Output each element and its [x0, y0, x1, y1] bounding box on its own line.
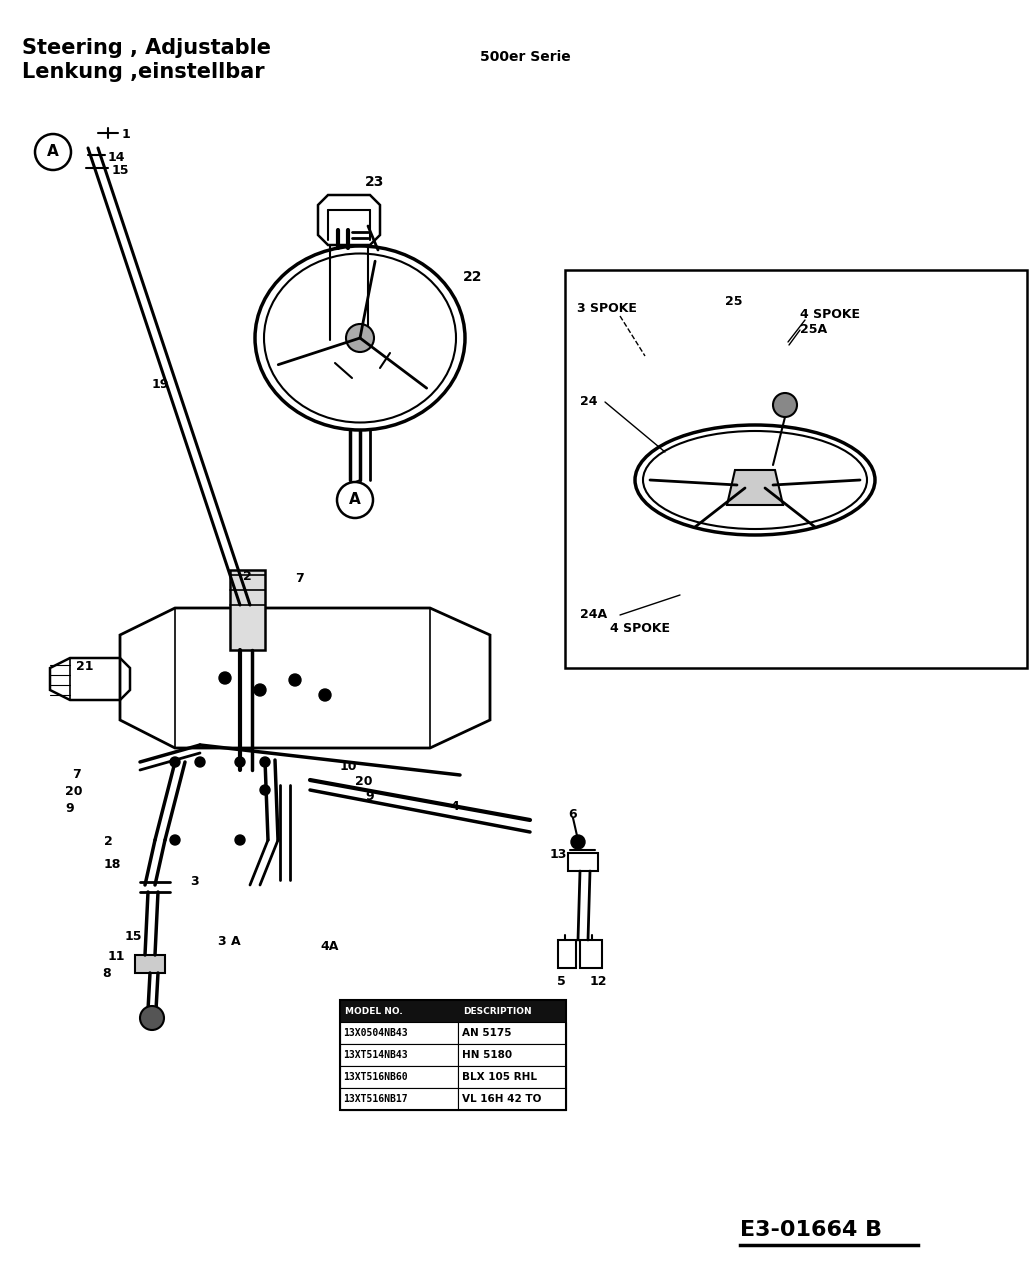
Text: 20: 20: [355, 775, 373, 788]
Circle shape: [260, 785, 270, 796]
Text: BLX 105 RHL: BLX 105 RHL: [462, 1072, 537, 1082]
Text: 22: 22: [463, 270, 483, 284]
Circle shape: [773, 393, 797, 417]
Text: 6: 6: [568, 808, 577, 821]
Circle shape: [254, 684, 266, 696]
Bar: [340, 1065, 458, 1088]
Circle shape: [571, 835, 585, 849]
Bar: [340, 1088, 458, 1110]
Text: 8: 8: [102, 967, 110, 980]
Text: 7: 7: [295, 572, 303, 585]
Text: 500er Serie: 500er Serie: [480, 50, 571, 64]
Bar: [458, 1044, 566, 1065]
Text: 3 A: 3 A: [218, 935, 240, 948]
Text: 2: 2: [243, 570, 252, 583]
Text: 20: 20: [65, 785, 83, 798]
Bar: [340, 1000, 566, 1110]
Text: DESCRIPTION: DESCRIPTION: [463, 1007, 531, 1016]
Circle shape: [319, 689, 331, 701]
Bar: [565, 270, 1027, 668]
Bar: [568, 853, 598, 871]
Text: HN 5180: HN 5180: [462, 1050, 512, 1060]
Bar: [340, 1022, 458, 1044]
Text: 18: 18: [104, 858, 122, 871]
Text: 7: 7: [72, 767, 80, 781]
Circle shape: [170, 757, 180, 767]
Bar: [458, 1065, 566, 1088]
Bar: [135, 955, 165, 973]
Bar: [340, 1000, 566, 1022]
Text: 9: 9: [65, 802, 73, 815]
Text: 13XT514NB43: 13XT514NB43: [343, 1050, 408, 1060]
Text: 12: 12: [590, 975, 608, 987]
Text: 4 SPOKE: 4 SPOKE: [800, 308, 860, 321]
Text: 2: 2: [104, 835, 112, 848]
Text: 3 SPOKE: 3 SPOKE: [577, 302, 637, 315]
Text: 5: 5: [557, 975, 566, 987]
Bar: [580, 940, 602, 968]
Text: 24A: 24A: [580, 608, 607, 622]
Circle shape: [346, 324, 374, 352]
Text: 4A: 4A: [320, 940, 338, 953]
Text: 4: 4: [450, 799, 459, 813]
Text: MODEL NO.: MODEL NO.: [345, 1007, 402, 1016]
Text: 13XT516NB17: 13XT516NB17: [343, 1094, 408, 1104]
Text: AN 5175: AN 5175: [462, 1028, 512, 1039]
Text: 13: 13: [550, 848, 568, 861]
Bar: [458, 1088, 566, 1110]
Text: VL 16H 42 TO: VL 16H 42 TO: [462, 1094, 542, 1104]
Text: 25A: 25A: [800, 324, 827, 336]
Text: 21: 21: [76, 660, 94, 673]
Text: 15: 15: [112, 164, 129, 177]
Text: 14: 14: [108, 151, 126, 164]
Text: Lenkung ,einstellbar: Lenkung ,einstellbar: [22, 61, 264, 82]
Text: 15: 15: [125, 930, 142, 943]
Text: 13XT516NB60: 13XT516NB60: [343, 1072, 408, 1082]
Text: Steering , Adjustable: Steering , Adjustable: [22, 38, 271, 58]
Circle shape: [140, 1007, 164, 1030]
Text: 13X0504NB43: 13X0504NB43: [343, 1028, 408, 1039]
Circle shape: [219, 671, 231, 684]
Text: 1: 1: [122, 128, 131, 141]
Text: 9: 9: [365, 790, 374, 803]
Text: 25: 25: [725, 295, 742, 308]
Text: 23: 23: [365, 175, 384, 189]
Text: A: A: [349, 492, 361, 508]
Bar: [340, 1044, 458, 1065]
Text: 19: 19: [152, 379, 169, 391]
Text: 3: 3: [190, 875, 198, 888]
Circle shape: [235, 757, 245, 767]
Circle shape: [235, 835, 245, 845]
Text: 10: 10: [340, 760, 357, 773]
Text: 11: 11: [108, 950, 126, 963]
Text: 24: 24: [580, 395, 598, 408]
Bar: [230, 570, 265, 650]
Text: A: A: [47, 145, 59, 160]
Polygon shape: [727, 469, 783, 505]
Text: 4 SPOKE: 4 SPOKE: [610, 622, 670, 634]
Bar: [558, 940, 576, 968]
Bar: [458, 1022, 566, 1044]
Text: E3-01664 B: E3-01664 B: [740, 1220, 882, 1241]
Circle shape: [195, 757, 205, 767]
Circle shape: [289, 674, 301, 686]
Circle shape: [260, 757, 270, 767]
Circle shape: [170, 835, 180, 845]
